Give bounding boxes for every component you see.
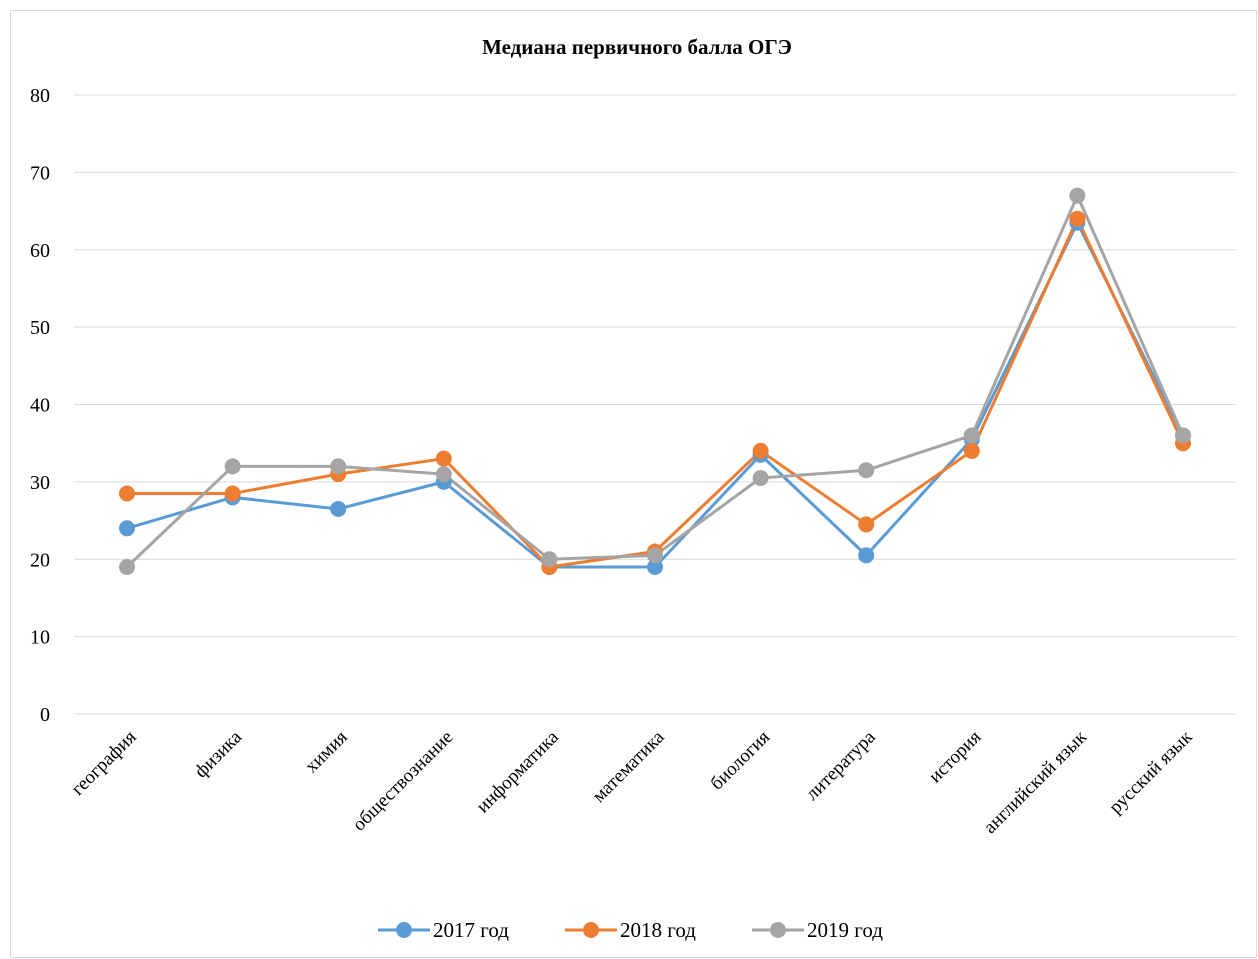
data-point [119,558,135,575]
data-point [858,462,875,479]
data-point [224,485,241,502]
data-point [752,442,769,459]
data-point [1175,427,1191,444]
y-tick-label: 80 [30,85,50,107]
legend-marker [583,922,599,938]
chart-border [10,10,1257,958]
legend-label: 2017 год [433,918,509,942]
data-point [541,551,558,568]
data-point [752,470,769,487]
legend-marker [770,922,786,938]
y-tick-label: 50 [30,317,50,339]
y-tick-label: 60 [30,240,50,262]
data-point [1069,210,1086,227]
legend-label: 2018 год [620,918,696,942]
data-point [858,516,875,533]
data-point [435,450,452,467]
data-point [330,500,347,517]
y-tick-label: 0 [40,704,50,726]
chart-title: Медиана первичного балла ОГЭ [482,35,792,59]
data-point [647,558,663,575]
y-tick-label: 20 [30,549,50,571]
data-point [963,442,980,459]
y-tick-label: 70 [30,162,50,184]
data-point [647,547,663,564]
y-tick-label: 40 [30,395,50,417]
data-point [435,466,452,483]
data-point [119,520,135,537]
data-point [963,427,980,444]
data-point [330,458,347,475]
legend-marker [396,922,412,938]
data-point [1069,187,1086,204]
data-point [224,458,241,475]
legend-label: 2019 год [807,918,883,942]
data-point [858,547,875,564]
y-tick-label: 30 [30,472,50,494]
y-tick-label: 10 [30,627,50,649]
data-point [119,485,135,502]
